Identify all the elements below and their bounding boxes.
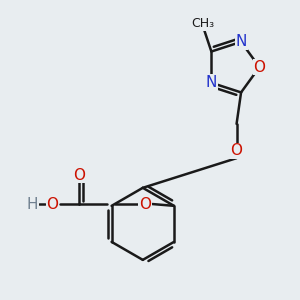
Text: O: O — [254, 60, 266, 75]
Text: O: O — [74, 168, 86, 183]
Text: O: O — [46, 196, 58, 211]
Text: H: H — [27, 196, 38, 211]
Text: O: O — [231, 143, 243, 158]
Text: N: N — [236, 34, 247, 50]
Text: CH₃: CH₃ — [191, 17, 214, 30]
Text: N: N — [206, 75, 217, 90]
Text: O: O — [139, 196, 151, 211]
